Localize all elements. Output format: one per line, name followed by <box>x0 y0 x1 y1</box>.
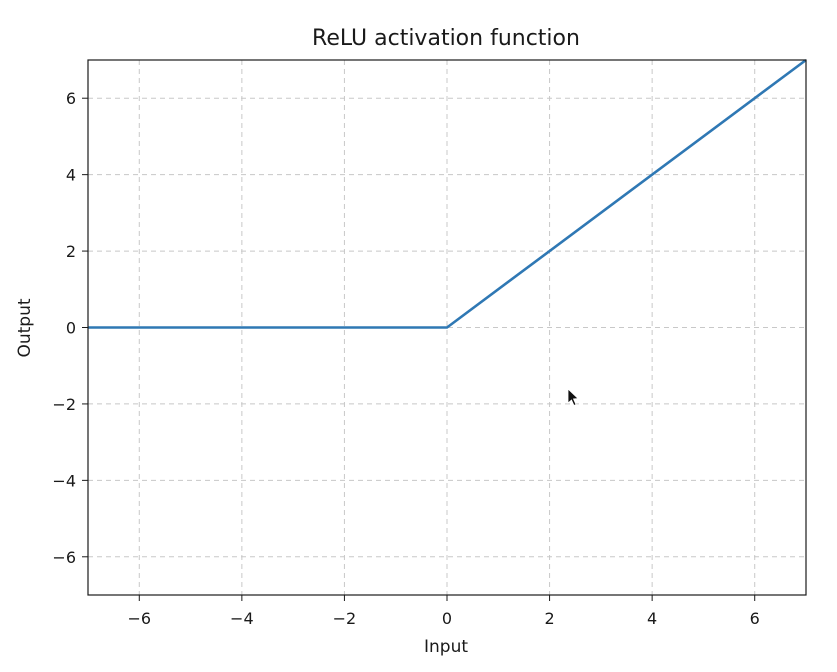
y-tick-label: 4 <box>66 166 76 185</box>
y-axis-label: Output <box>15 298 35 357</box>
mouse-cursor-icon <box>567 388 579 407</box>
ticks <box>82 97 756 601</box>
y-tick-label: 6 <box>66 89 76 108</box>
x-tick-label: −4 <box>230 609 254 628</box>
x-tick-label: 2 <box>544 609 554 628</box>
y-tick-label: 2 <box>66 242 76 261</box>
x-tick-label: 6 <box>750 609 760 628</box>
x-tick-label: 4 <box>647 609 657 628</box>
x-tick-label: −6 <box>127 609 151 628</box>
relu-series-line <box>88 58 807 329</box>
y-tick-label: −6 <box>52 548 76 567</box>
y-tick-label: 0 <box>66 319 76 338</box>
x-tick-label: 0 <box>442 609 452 628</box>
x-tick-label: −2 <box>333 609 357 628</box>
x-tick-labels: −6 −4 −2 0 2 4 6 <box>127 609 759 628</box>
y-tick-label: −2 <box>52 395 76 414</box>
y-tick-label: −4 <box>52 471 76 490</box>
chart-title: ReLU activation function <box>312 26 580 51</box>
series-layer <box>88 58 807 329</box>
y-tick-labels: −6 −4 −2 0 2 4 6 <box>52 89 76 567</box>
x-axis-label: Input <box>424 637 468 657</box>
